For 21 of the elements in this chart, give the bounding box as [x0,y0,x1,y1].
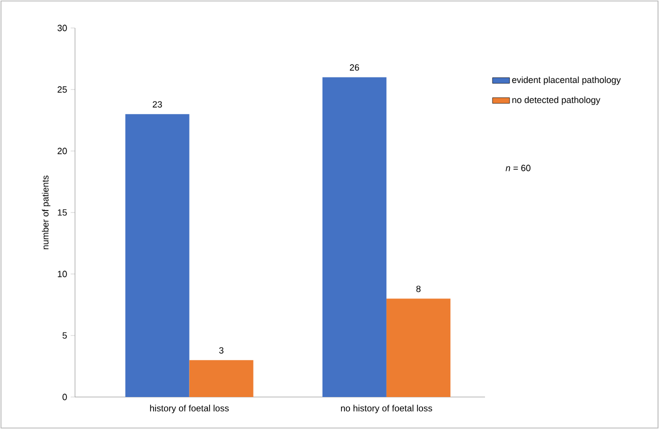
y-tick-label: 10 [58,270,67,278]
y-tick-label: 15 [58,209,67,216]
bar [125,114,190,397]
y-tick-label: 20 [58,148,67,154]
bar [322,77,386,397]
y-axis-title: number of patients [42,176,50,250]
bar [189,360,254,397]
data-label: 26 [350,64,360,71]
legend-label: no detected pathology [512,96,600,105]
data-label: 8 [416,286,421,292]
bar [386,298,450,397]
legend-label: evident placental pathology [512,76,621,85]
x-tick-label: history of foetal loss [150,404,229,414]
y-tick-label: 5 [62,332,67,339]
y-tick-label: 25 [58,86,67,93]
y-tick-label: 0 [62,394,67,400]
x-tick-label: no history of foetal loss [341,404,432,414]
y-tick-label: 30 [58,24,67,32]
data-label: 23 [152,101,162,108]
text: n = 60 [506,164,530,172]
data-label: 3 [219,347,224,354]
